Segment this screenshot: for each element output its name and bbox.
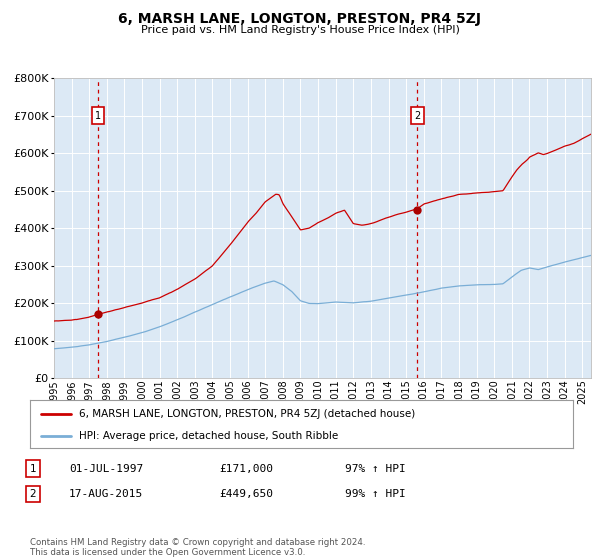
- Text: 97% ↑ HPI: 97% ↑ HPI: [345, 464, 406, 474]
- Text: £171,000: £171,000: [219, 464, 273, 474]
- Text: 99% ↑ HPI: 99% ↑ HPI: [345, 489, 406, 499]
- Text: 1: 1: [29, 464, 37, 474]
- Text: 01-JUL-1997: 01-JUL-1997: [69, 464, 143, 474]
- Text: 6, MARSH LANE, LONGTON, PRESTON, PR4 5ZJ: 6, MARSH LANE, LONGTON, PRESTON, PR4 5ZJ: [119, 12, 482, 26]
- Text: 17-AUG-2015: 17-AUG-2015: [69, 489, 143, 499]
- Text: Contains HM Land Registry data © Crown copyright and database right 2024.
This d: Contains HM Land Registry data © Crown c…: [30, 538, 365, 557]
- Text: £449,650: £449,650: [219, 489, 273, 499]
- Text: 2: 2: [29, 489, 37, 499]
- Text: HPI: Average price, detached house, South Ribble: HPI: Average price, detached house, Sout…: [79, 431, 338, 441]
- Text: Price paid vs. HM Land Registry's House Price Index (HPI): Price paid vs. HM Land Registry's House …: [140, 25, 460, 35]
- Text: 1: 1: [95, 111, 101, 121]
- Text: 2: 2: [414, 111, 420, 121]
- Text: 6, MARSH LANE, LONGTON, PRESTON, PR4 5ZJ (detached house): 6, MARSH LANE, LONGTON, PRESTON, PR4 5ZJ…: [79, 409, 415, 419]
